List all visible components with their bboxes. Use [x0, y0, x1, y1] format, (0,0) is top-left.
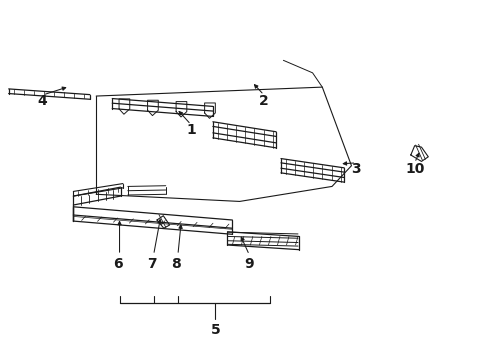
- Text: 7: 7: [147, 257, 157, 271]
- Text: 4: 4: [38, 94, 47, 108]
- Text: 6: 6: [113, 257, 122, 271]
- Text: 1: 1: [186, 123, 196, 137]
- Text: 9: 9: [244, 257, 254, 271]
- Text: 8: 8: [171, 257, 181, 271]
- Text: 5: 5: [210, 323, 220, 337]
- Text: 2: 2: [259, 94, 268, 108]
- Text: 10: 10: [404, 162, 424, 176]
- Text: 3: 3: [351, 162, 361, 176]
